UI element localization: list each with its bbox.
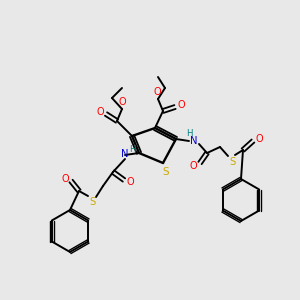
Text: O: O xyxy=(153,87,161,97)
Text: O: O xyxy=(126,177,134,187)
Text: H: H xyxy=(186,130,192,139)
Text: O: O xyxy=(177,100,185,110)
Text: S: S xyxy=(89,197,95,207)
Text: H: H xyxy=(129,145,135,154)
Text: O: O xyxy=(255,134,263,144)
Text: O: O xyxy=(189,161,197,171)
Text: O: O xyxy=(96,107,104,117)
Text: O: O xyxy=(118,97,126,107)
Text: S: S xyxy=(163,167,169,177)
Text: O: O xyxy=(61,174,69,184)
Text: S: S xyxy=(230,157,236,167)
Text: N: N xyxy=(121,149,129,159)
Text: N: N xyxy=(190,136,198,146)
